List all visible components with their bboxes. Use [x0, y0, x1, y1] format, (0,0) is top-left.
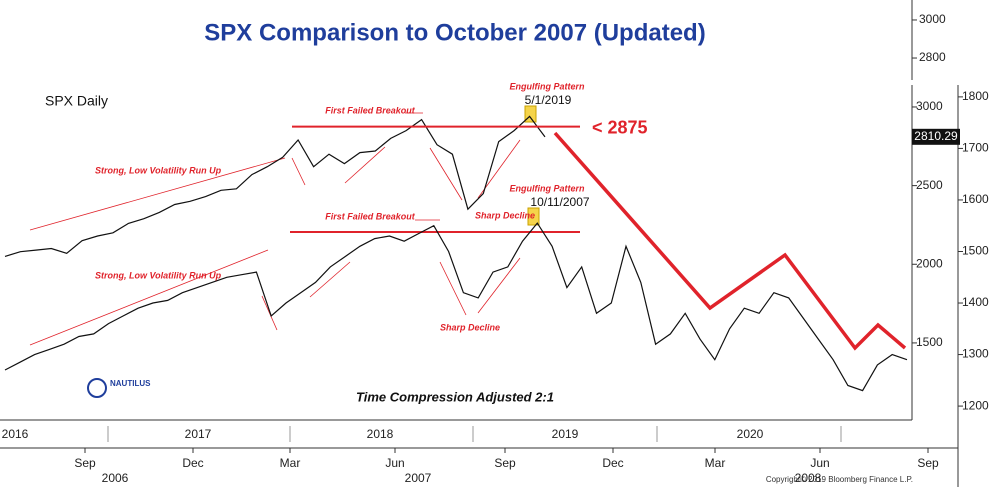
y-tick-label: 2500	[916, 178, 943, 192]
chart-title: SPX Comparison to October 2007 (Updated)	[204, 19, 705, 46]
y-tick-label: 1500	[916, 335, 943, 349]
logo-text: NAUTILUS	[110, 379, 151, 388]
x-month-label: Dec	[182, 456, 203, 470]
x-year-label: 2006	[102, 471, 129, 485]
copyright: Copyright© 2019 Bloomberg Finance L.P.	[766, 475, 913, 484]
y-tick-label: 2000	[916, 256, 943, 270]
date-label: 10/11/2007	[530, 195, 589, 209]
date-label: 5/1/2019	[525, 93, 572, 107]
annotation: Strong, Low Volatility Run Up	[95, 270, 222, 280]
x-year-label: 2020	[737, 427, 764, 441]
annotation: Sharp Decline	[475, 210, 535, 220]
logo	[87, 378, 107, 398]
annotation: First Failed Breakout	[325, 105, 416, 115]
annotation: Engulfing Pattern	[510, 183, 585, 193]
y2-tick-label: 1200	[962, 398, 989, 412]
y2-tick-label: 1700	[962, 141, 989, 155]
annotation: Strong, Low Volatility Run Up	[95, 165, 222, 175]
spx-label: SPX Daily	[45, 93, 108, 109]
annotation-note: Time Compression Adjusted 2:1	[356, 389, 554, 404]
last-price-box	[912, 128, 960, 145]
engulfing-box	[524, 105, 537, 123]
x-month-label: Mar	[280, 456, 301, 470]
annotation: Sharp Decline	[440, 322, 500, 332]
y2-tick-label: 1400	[962, 295, 989, 309]
y2-tick-label: 1500	[962, 244, 989, 258]
last-price-label: 2810.29	[914, 129, 958, 143]
x-month-label: Sep	[74, 456, 96, 470]
x-year-label: 2007	[405, 471, 432, 485]
x-year-label: 2019	[552, 427, 579, 441]
annotation: First Failed Breakout	[325, 211, 416, 221]
x-month-label: Dec	[602, 456, 623, 470]
reference-label: < 2875	[592, 117, 648, 137]
x-month-label: Mar	[705, 456, 726, 470]
y2-tick-label: 1800	[962, 89, 989, 103]
y3-tick-label: 3000	[919, 12, 946, 26]
x-year-label: 2018	[367, 427, 394, 441]
y-tick-label: 3000	[916, 99, 943, 113]
x-year-label: 2008	[795, 471, 822, 485]
x-year-label: 2016	[2, 427, 29, 441]
x-year-label: 2017	[185, 427, 212, 441]
price-line	[4, 222, 908, 392]
x-month-label: Sep	[917, 456, 939, 470]
y2-tick-label: 1300	[962, 347, 989, 361]
x-month-label: Jun	[810, 456, 829, 470]
engulfing-box	[527, 207, 540, 226]
y3-tick-label: 2800	[919, 50, 946, 64]
annotation: Engulfing Pattern	[510, 81, 585, 91]
projection-line	[553, 131, 907, 351]
x-month-label: Jun	[385, 456, 404, 470]
price-line	[4, 115, 546, 257]
x-month-label: Sep	[494, 456, 516, 470]
y2-tick-label: 1600	[962, 192, 989, 206]
